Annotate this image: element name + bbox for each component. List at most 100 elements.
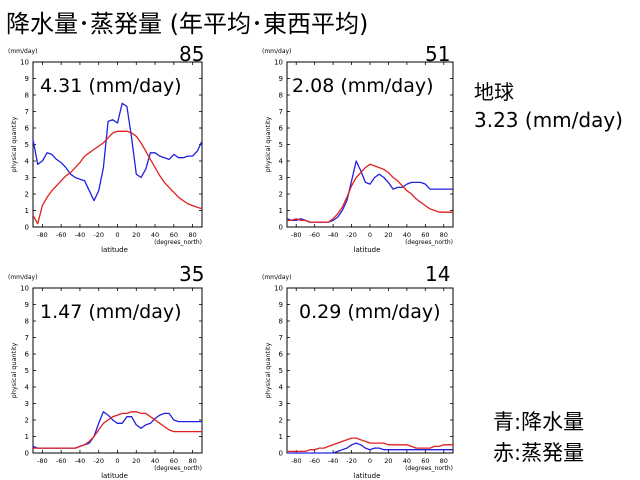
y-tick-label: 2 <box>279 191 283 199</box>
x-tick-label: 80 <box>440 231 448 239</box>
x-tick-label: -40 <box>75 457 86 465</box>
y-tick-label: 8 <box>279 92 283 100</box>
x-tick-label: 0 <box>368 457 372 465</box>
x-tick-label: 20 <box>132 231 140 239</box>
y-tick-label: 4 <box>279 158 284 166</box>
precipitation-line-2 <box>286 160 453 223</box>
y-tick-label: 5 <box>25 141 29 149</box>
x-tick-label: -60 <box>309 457 320 465</box>
panel-annotation-4: 0.29 (mm/day) <box>299 301 441 323</box>
globe-label: 地球 <box>474 80 514 104</box>
x-tick-label: 80 <box>188 231 196 239</box>
y-tick-label: 0 <box>279 450 283 458</box>
x-axis-unit: (degrees_north) <box>154 465 202 472</box>
x-tick-label: 60 <box>421 457 429 465</box>
y-tick-label: 7 <box>25 108 29 116</box>
precipitation-line-4 <box>287 442 453 454</box>
unit-label: (mm/day) <box>262 48 291 55</box>
y-axis-label: physical quantity <box>264 116 272 172</box>
x-tick-label: -80 <box>291 231 302 239</box>
panel-count-4: 14 <box>425 262 451 286</box>
y-tick-label: 6 <box>25 351 30 359</box>
y-tick-label: 7 <box>279 108 283 116</box>
y-axis-label: physical quantity <box>264 342 272 398</box>
y-tick-label: 9 <box>279 301 283 309</box>
y-tick-label: 1 <box>25 207 29 215</box>
y-tick-label: 9 <box>279 75 283 83</box>
x-axis-unit: (degrees_north) <box>154 239 202 246</box>
x-tick-label: -80 <box>291 457 302 465</box>
y-tick-label: 3 <box>279 400 283 408</box>
y-tick-label: 2 <box>25 191 29 199</box>
x-tick-label: 40 <box>151 231 159 239</box>
x-tick-label: -20 <box>93 457 104 465</box>
x-tick-label: 0 <box>115 457 119 465</box>
precipitation-line-1 <box>32 102 203 202</box>
evaporation-line-4 <box>287 437 453 453</box>
x-tick-label: -40 <box>75 231 86 239</box>
x-tick-label: -80 <box>37 457 48 465</box>
x-axis-unit: (degrees_north) <box>405 465 453 472</box>
x-tick-label: 60 <box>170 457 178 465</box>
y-tick-label: 1 <box>25 433 29 441</box>
y-tick-label: 6 <box>25 125 30 133</box>
y-tick-label: 7 <box>279 334 283 342</box>
y-tick-label: 5 <box>279 367 283 375</box>
legend-evaporation: 赤:蒸発量 <box>493 441 585 465</box>
globe-value: 3.23 (mm/day) <box>474 108 623 132</box>
y-tick-label: 10 <box>274 285 283 293</box>
y-tick-label: 8 <box>279 318 283 326</box>
y-tick-label: 3 <box>25 400 29 408</box>
x-tick-label: 60 <box>170 231 178 239</box>
x-tick-label: 40 <box>151 457 159 465</box>
y-tick-label: 8 <box>25 318 29 326</box>
panel-annotation-3: 1.47 (mm/day) <box>40 301 182 323</box>
unit-label: (mm/day) <box>8 48 37 55</box>
x-tick-label: 20 <box>384 457 392 465</box>
evaporation-line-1 <box>32 130 203 225</box>
legend-precipitation: 青:降水量 <box>493 410 585 434</box>
evaporation-line-3 <box>33 411 202 449</box>
unit-label: (mm/day) <box>262 274 291 281</box>
y-tick-label: 0 <box>25 224 29 232</box>
x-axis-label: latitude <box>101 246 128 254</box>
x-tick-label: -20 <box>346 457 357 465</box>
y-tick-label: 6 <box>279 125 284 133</box>
y-tick-label: 1 <box>279 207 283 215</box>
y-tick-label: 6 <box>279 351 284 359</box>
x-tick-label: -20 <box>93 231 104 239</box>
y-tick-label: 1 <box>279 433 283 441</box>
evaporation-line-2 <box>287 163 453 223</box>
y-tick-label: 2 <box>25 417 29 425</box>
y-tick-label: 3 <box>279 174 283 182</box>
y-tick-label: 10 <box>20 285 29 293</box>
x-tick-label: -20 <box>346 231 357 239</box>
y-tick-label: 10 <box>20 59 29 67</box>
x-tick-label: 60 <box>421 231 429 239</box>
x-axis-unit: (degrees_north) <box>405 239 453 246</box>
y-tick-label: 5 <box>279 141 283 149</box>
y-tick-label: 0 <box>279 224 283 232</box>
x-axis-label: latitude <box>101 472 128 480</box>
x-tick-label: -40 <box>328 231 339 239</box>
y-tick-label: 2 <box>279 417 283 425</box>
x-tick-label: -60 <box>56 457 67 465</box>
x-tick-label: -60 <box>309 231 320 239</box>
y-tick-label: 9 <box>25 301 29 309</box>
x-tick-label: 0 <box>368 231 372 239</box>
x-tick-label: 0 <box>115 231 119 239</box>
x-tick-label: 80 <box>440 457 448 465</box>
x-tick-label: 40 <box>403 457 411 465</box>
y-tick-label: 4 <box>25 384 30 392</box>
x-tick-label: -60 <box>56 231 67 239</box>
x-tick-label: -80 <box>37 231 48 239</box>
y-tick-label: 10 <box>274 59 283 67</box>
y-axis-label: physical quantity <box>10 342 18 398</box>
y-tick-label: 4 <box>279 384 284 392</box>
y-tick-label: 7 <box>25 334 29 342</box>
y-tick-label: 4 <box>25 158 30 166</box>
x-axis-label: latitude <box>354 246 381 254</box>
page-title: 降水量･蒸発量 (年平均･東西平均) <box>6 10 369 38</box>
panel-annotation-1: 4.31 (mm/day) <box>40 75 182 97</box>
